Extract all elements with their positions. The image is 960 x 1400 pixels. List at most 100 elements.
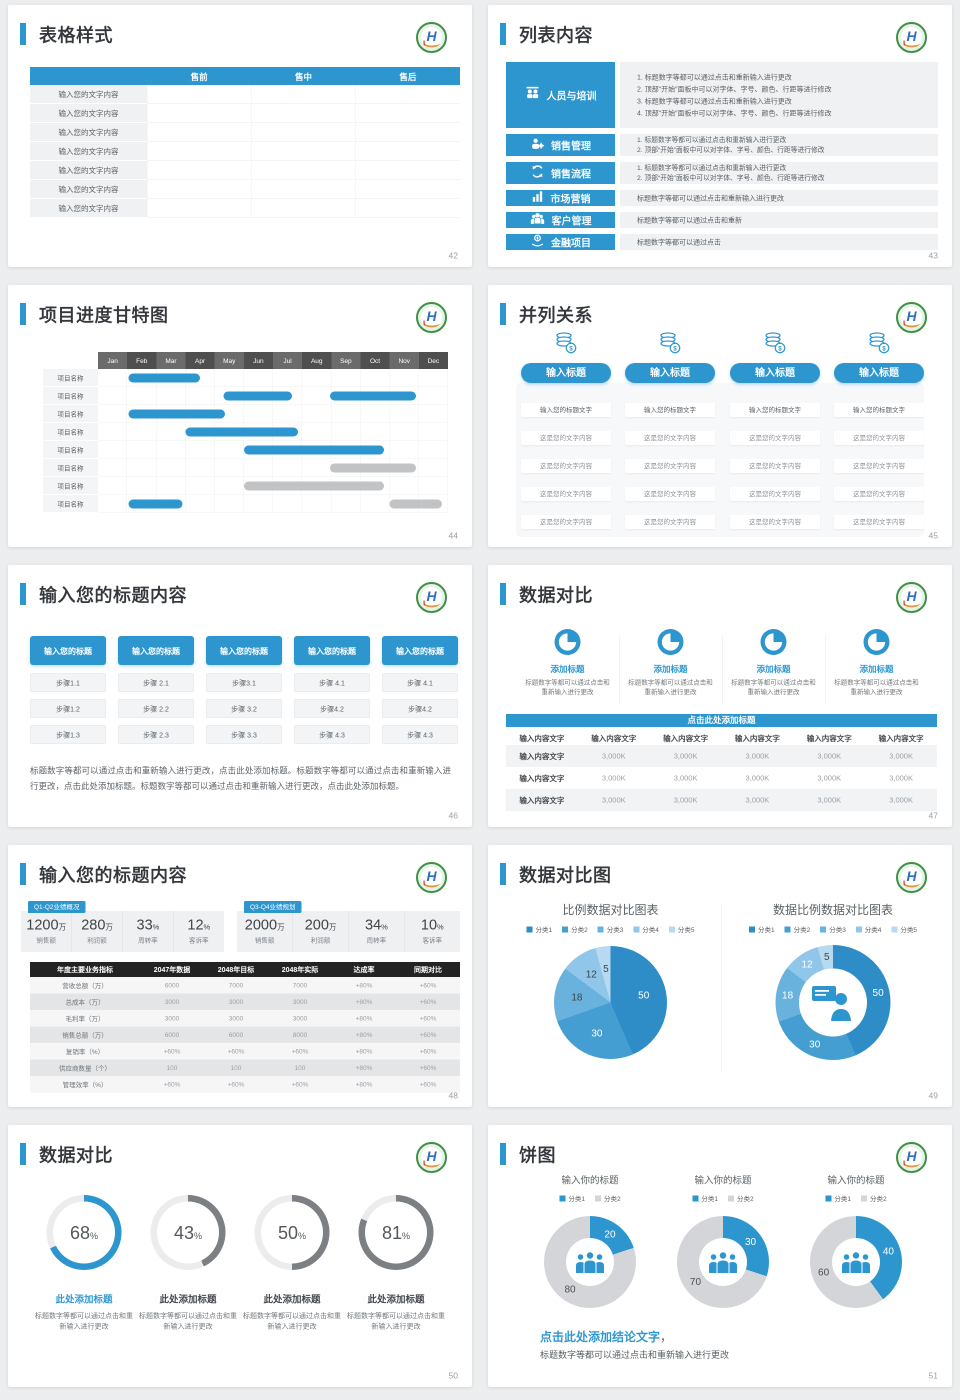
gauge-item: 81% 此处添加标题 标题数字等都可以通过点击和重新输入进行更改	[346, 1195, 446, 1332]
gantt-grid-cell	[302, 387, 332, 405]
cell: 3000	[164, 998, 180, 1006]
table: 售前 售中 售后 输入您的文字内容 输入您的文字内容 输入您的文字内容 输入您的文字内…	[30, 67, 461, 218]
gantt-grid-cell	[331, 405, 361, 423]
table-header-cell: 售中	[295, 72, 312, 82]
cell	[147, 104, 252, 123]
step-column: 输入您的标题 步骤 4.1 步骤4.2 步骤 4.3	[294, 636, 370, 744]
cell	[251, 123, 356, 142]
list-item-badge[interactable]: 销售管理	[506, 134, 615, 156]
cell: 2. 顶部“开始”面板中可以对字体、字号、颜色、行距等进行修改	[637, 174, 825, 182]
donut-chart: 50 30 18 12 5	[775, 945, 891, 1060]
list-item-badge[interactable]: 人员与培训	[506, 62, 615, 128]
list-item-badge[interactable]: 销售流程	[506, 162, 615, 184]
cell: +60%	[291, 1080, 309, 1089]
pie-label: 30	[809, 1038, 821, 1050]
pie-label: 30	[744, 1236, 757, 1248]
pie-label: 5	[824, 951, 830, 963]
gantt-grid-cell	[156, 441, 186, 459]
column-row: 这是您的文字内容	[521, 487, 611, 501]
cell: 3,000K	[601, 773, 626, 783]
column-row: 这是您的文字内容	[834, 459, 924, 473]
cell: 输入内容文字	[663, 734, 709, 743]
list-item-badge[interactable]: 金融项目	[506, 234, 615, 250]
column-row: 这是您的文字内容	[625, 515, 715, 529]
gantt-row: 项目名称	[43, 495, 448, 513]
step-column-header[interactable]: 输入您的标题	[30, 636, 106, 665]
slide-thumbnail-46[interactable]: 输入您的标题内容 H 输入您的标题 步骤1.1 步骤1.2 步骤1.3 输入您的标题步…	[8, 565, 472, 827]
list-item-badge[interactable]: 客户管理	[506, 212, 615, 228]
gantt-bar	[329, 463, 416, 473]
cell: 3,000K	[745, 751, 770, 761]
cell: 3000	[228, 998, 244, 1006]
slide-thumbnail-49[interactable]: 数据对比图 H 比例数据对比图表 分类1 分类2 分类3 分类4 分类5 50 30 18 1…	[488, 845, 952, 1107]
coins-icon: $	[625, 331, 715, 357]
chart-title: 输入你的标题	[694, 1175, 752, 1187]
gantt-row-track	[98, 477, 448, 495]
logo: H	[896, 1142, 927, 1173]
slide-thumbnail-42[interactable]: 表格样式 H 售前 售中 售后 输入您的文字内容 输入您的文字内容 输入您的文字内容…	[8, 5, 472, 267]
chart-legend: 分类1 分类2 分类3 分类4 分类5	[503, 925, 718, 935]
slide-thumbnail-44[interactable]: 项目进度甘特图 H Jan Feb Mar Apr May Jun Jul Aug Sep Oct…	[8, 285, 472, 547]
chart-title: 输入你的标题	[561, 1175, 619, 1187]
slide-thumbnail-51[interactable]: 饼图 H 输入你的标题 分类1 分类2 20 80 输入你的标题 分类1 分类2 30…	[488, 1125, 952, 1387]
title-pill-button[interactable]: 输入标题	[625, 363, 715, 383]
pie-badge-icon	[863, 629, 890, 655]
feature-item: 添加标题 标题数字等都可以通过点击和重新输入进行更改	[619, 629, 722, 697]
cell: 年度主要业务指标	[57, 965, 113, 974]
gantt-grid-cell	[185, 459, 215, 477]
title-pill-button[interactable]: 输入标题	[834, 363, 924, 383]
column-row: 这是您的文字内容	[521, 515, 611, 529]
chart-legend: 分类1 分类2	[530, 1194, 650, 1204]
step-column-header[interactable]: 输入您的标题	[206, 636, 282, 665]
legend-swatch	[633, 926, 640, 933]
feature-title: 添加标题	[550, 664, 585, 675]
title-pill-button[interactable]: 输入标题	[521, 363, 611, 383]
cell: 步骤 4.1	[294, 673, 370, 692]
divider	[825, 635, 826, 705]
cell: 3000	[292, 1014, 308, 1023]
gantt-grid-cell	[419, 441, 448, 459]
cell: 输入您的文字内容	[30, 142, 147, 161]
slide-thumbnail-47[interactable]: 数据对比 H 添加标题 标题数字等都可以通过点击和重新输入进行更改 添加标题 标题数…	[488, 565, 952, 827]
title-pill-button[interactable]: 输入标题	[730, 363, 820, 383]
gantt-row-track	[98, 387, 448, 405]
table-title-bar[interactable]: 点击此处添加标题	[506, 714, 937, 727]
legend-item: 分类2	[595, 1194, 621, 1204]
slide-thumbnail-50[interactable]: 数据对比 H 68% 此处添加标题 标题数字等都可以通过点击和重新输入进行更改 …	[8, 1125, 472, 1387]
logo: H	[416, 1142, 447, 1173]
slide-thumbnail-45[interactable]: 并列关系 H $ 输入标题 输入您的标题文字 这是您的文字内容 这是您的文字内容…	[488, 285, 952, 547]
gantt-grid-cell	[98, 387, 128, 405]
donut-item: 输入你的标题 分类1 分类2 30 70	[663, 1173, 783, 1308]
page-number: 47	[928, 811, 938, 821]
step-column: 输入您的标题 步骤 2.1 步骤 2.2 步骤 2.3	[118, 636, 194, 744]
pie-label: 12	[585, 968, 597, 980]
stat-label: 周转率	[138, 936, 158, 945]
cell: 100	[166, 1064, 178, 1072]
step-column-header[interactable]: 输入您的标题	[294, 636, 370, 665]
legend-label: 分类4	[864, 926, 882, 934]
pie-chart-block: 比例数据对比图表 分类1 分类2 分类3 分类4 分类5 50 30 18 12 5	[503, 900, 718, 1059]
legend-label: 分类2	[604, 1195, 621, 1203]
slide-thumbnail-48[interactable]: 输入您的标题内容 H Q1-Q2业绩概况 1200万 销售额 280万 利润额 33% 周…	[8, 845, 472, 1107]
cell: +60%	[163, 1080, 181, 1089]
gantt-grid-cell	[331, 369, 361, 387]
slide-title: 表格样式	[39, 25, 114, 46]
step-column-header[interactable]: 输入您的标题	[118, 636, 194, 665]
gantt-grid-cell	[244, 459, 273, 477]
gauge-title: 此处添加标题	[159, 1294, 217, 1306]
title-accent-bar	[500, 303, 506, 325]
list-item-text: 1. 标题数字等都可以通过点击和重新输入进行更改 2. 顶部“开始”面板中可以对字…	[620, 162, 938, 184]
cell: 3. 标题数字等都可以通过点击和重新输入进行更改	[637, 97, 792, 105]
parallel-column: $ 输入标题 输入您的标题文字 这是您的文字内容 这是您的文字内容 这是您的文字…	[625, 331, 715, 529]
step-column-header[interactable]: 输入您的标题	[382, 636, 458, 665]
legend-label: 分类2	[870, 1195, 887, 1203]
list-item-badge[interactable]: 市场营销	[506, 190, 615, 206]
feature-title: 添加标题	[756, 664, 791, 675]
title-accent-bar	[500, 23, 506, 45]
gantt-grid-cell	[127, 387, 157, 405]
cell: 管理效率（%）	[62, 1081, 108, 1089]
gantt-row-track	[98, 459, 448, 477]
gantt-row-track	[98, 441, 448, 459]
slide-thumbnail-43[interactable]: 列表内容 H 人员与培训 1. 标题数字等都可以通过点击和重新输入进行更改 2. …	[488, 5, 952, 267]
list-item: 市场营销 标题数字等都可以通过点击和重新输入进行更改	[506, 190, 938, 206]
